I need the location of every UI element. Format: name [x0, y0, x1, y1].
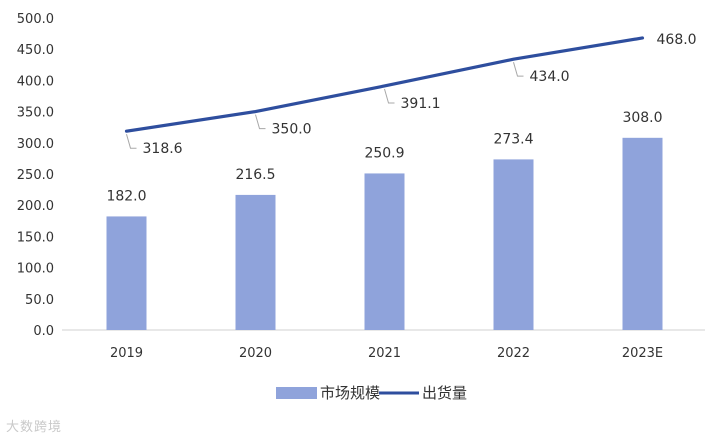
- y-tick-label: 200.0: [17, 199, 54, 214]
- bar-series: 182.0 216.5 250.9 273.4 308.0: [106, 110, 663, 330]
- x-tick-label: 2019: [110, 346, 143, 361]
- legend-label-line: 出货量: [422, 384, 467, 402]
- leader-line: [255, 114, 266, 130]
- y-axis: 0.0 50.0 100.0 150.0 200.0 250.0 300.0 350.0 400…: [17, 12, 54, 339]
- line-series-path: [124, 36, 645, 133]
- x-axis: 2019 2020 2021 2022 2023E: [62, 329, 705, 361]
- line-series: 318.6 350.0 391.1 434.0 468.0: [124, 32, 697, 157]
- line-data-label: 434.0: [530, 69, 570, 85]
- y-tick-label: 250.0: [17, 168, 54, 183]
- x-tick-label: 2022: [497, 346, 530, 361]
- legend: 市场规模 出货量: [276, 384, 467, 402]
- bar: [235, 194, 276, 330]
- watermark: 大数跨境: [6, 420, 63, 435]
- leader-line: [126, 134, 137, 149]
- y-tick-label: 450.0: [17, 43, 54, 58]
- bar: [106, 216, 147, 330]
- bar-data-label: 216.5: [235, 167, 275, 183]
- leader-line: [513, 62, 524, 77]
- bar-data-label: 308.0: [622, 110, 662, 126]
- legend-label-bar: 市场规模: [320, 384, 380, 402]
- bar: [364, 173, 405, 330]
- bar: [622, 137, 663, 330]
- y-tick-label: 400.0: [17, 74, 54, 89]
- y-tick-label: 350.0: [17, 106, 54, 121]
- y-tick-label: 50.0: [25, 293, 54, 308]
- bar-data-label: 250.9: [364, 145, 404, 161]
- line-data-label: 318.6: [143, 141, 183, 157]
- x-tick-label: 2023E: [622, 346, 663, 361]
- leader-line: [384, 88, 395, 104]
- y-tick-label: 150.0: [17, 230, 54, 245]
- legend-swatch-bar: [276, 387, 317, 399]
- y-tick-label: 500.0: [17, 12, 54, 27]
- y-tick-label: 0.0: [33, 324, 54, 339]
- bar-data-label: 273.4: [493, 131, 533, 147]
- y-tick-label: 300.0: [17, 137, 54, 152]
- y-tick-label: 100.0: [17, 262, 54, 277]
- bar-data-label: 182.0: [106, 188, 146, 204]
- bar: [493, 159, 534, 330]
- x-tick-label: 2020: [239, 346, 272, 361]
- x-tick-label: 2021: [368, 346, 401, 361]
- line-data-label: 391.1: [401, 96, 441, 112]
- line-data-label: 468.0: [657, 32, 697, 48]
- line-data-label: 350.0: [272, 122, 312, 138]
